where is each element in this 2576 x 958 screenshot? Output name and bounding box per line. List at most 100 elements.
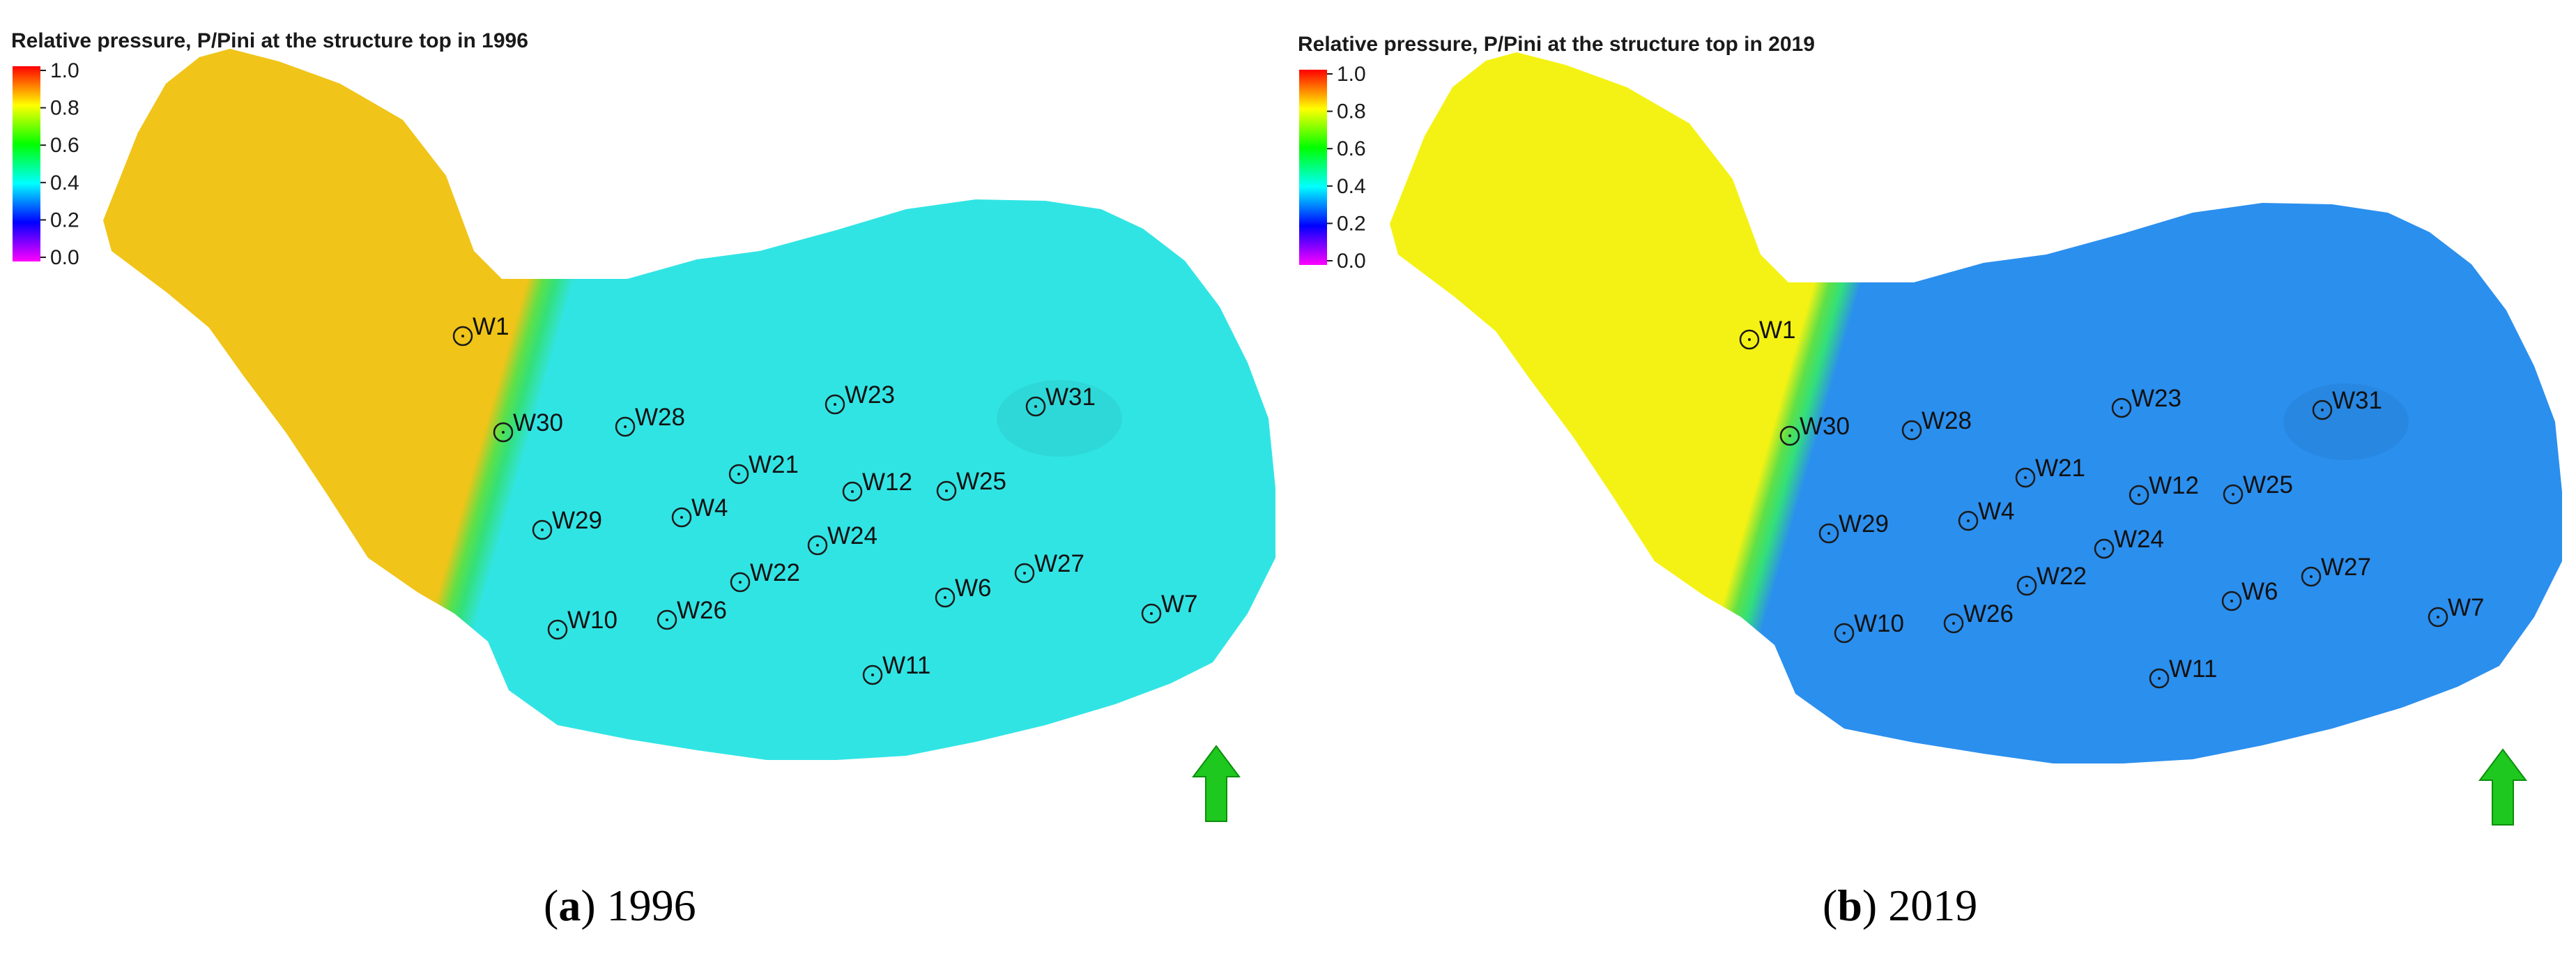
well-circle-icon: [2312, 400, 2333, 420]
legend-tick-label: 1.0: [1337, 63, 1366, 86]
well-marker: W22: [730, 559, 800, 593]
well-label: W4: [1978, 498, 2015, 525]
well-label: W29: [1839, 510, 1889, 538]
well-circle-icon: [730, 572, 751, 593]
well-label: W24: [827, 522, 877, 549]
well-marker: W31: [2312, 387, 2382, 420]
well-marker: W10: [547, 607, 618, 640]
well-circle-icon: [657, 609, 677, 630]
well-marker: W1: [1739, 317, 1796, 350]
well-circle-icon: [2223, 484, 2244, 505]
well-marker: W21: [728, 451, 799, 485]
well-label: W26: [1963, 600, 2014, 628]
well-marker: W28: [615, 404, 685, 437]
well-marker: W6: [935, 575, 992, 608]
well-marker: W6: [2221, 578, 2278, 611]
well-label: W10: [1854, 610, 1904, 637]
well-circle-icon: [532, 519, 553, 540]
well-circle-icon: [1025, 396, 1046, 417]
legend-tick-label: 0.0: [50, 246, 79, 269]
well-label: W6: [2241, 578, 2278, 605]
well-label: W7: [1161, 591, 1198, 618]
well-marker: W7: [2428, 594, 2485, 628]
well-marker: W31: [1025, 383, 1096, 417]
well-marker: W4: [1958, 498, 2015, 531]
well-circle-icon: [1739, 329, 1760, 350]
well-marker: W4: [671, 494, 728, 528]
well-label: W4: [691, 494, 728, 522]
well-marker: W24: [2094, 526, 2164, 559]
well-marker: W26: [1943, 600, 2014, 634]
well-label: W27: [2321, 554, 2371, 581]
well-label: W11: [2169, 655, 2217, 683]
well-circle-icon: [807, 535, 828, 556]
well-marker: W30: [493, 409, 563, 443]
well-circle-icon: [862, 664, 883, 685]
well-marker: W21: [2015, 455, 2085, 488]
well-circle-icon: [842, 481, 863, 502]
well-marker: W7: [1141, 591, 1198, 624]
well-circle-icon: [1943, 613, 1964, 634]
well-circle-icon: [2015, 467, 2036, 488]
well-label: W22: [750, 559, 800, 586]
low-pressure-zone: [2283, 383, 2409, 460]
well-label: W25: [2243, 471, 2293, 499]
well-marker: W12: [2129, 472, 2199, 505]
well-label: W12: [2149, 472, 2199, 499]
well-marker: W27: [2301, 554, 2371, 587]
legend-color-bar: [1299, 70, 1327, 265]
panel-title: Relative pressure, P/Pini at the structu…: [1298, 33, 1815, 56]
well-circle-icon: [1779, 425, 1800, 446]
legend-tick-label: 0.8: [50, 97, 79, 120]
well-marker: W29: [1818, 510, 1889, 544]
panel-title: Relative pressure, P/Pini at the structu…: [11, 29, 528, 52]
legend-tick-label: 0.8: [1337, 100, 1366, 123]
legend-tick-label: 0.6: [50, 134, 79, 157]
well-label: W23: [2131, 385, 2182, 412]
well-label: W31: [2332, 387, 2382, 414]
well-label: W12: [862, 469, 912, 496]
caption-a: (a) 1996: [544, 881, 696, 930]
well-circle-icon: [1901, 420, 1922, 441]
well-circle-icon: [2221, 591, 2242, 611]
well-label: W28: [1922, 407, 1972, 434]
well-circle-icon: [728, 464, 749, 485]
well-label: W23: [845, 381, 895, 409]
well-marker: W10: [1834, 610, 1904, 644]
well-label: W27: [1034, 550, 1084, 577]
well-label: W21: [749, 451, 799, 478]
well-label: W26: [677, 597, 727, 624]
well-label: W31: [1045, 383, 1096, 411]
well-label: W7: [2448, 594, 2485, 621]
well-circle-icon: [936, 480, 957, 501]
well-marker: W30: [1779, 413, 1850, 446]
well-label: W25: [956, 468, 1006, 495]
well-circle-icon: [452, 326, 473, 347]
legend-tick-label: 0.4: [50, 172, 79, 195]
well-label: W29: [552, 507, 602, 534]
map-panel-a: Relative pressure, P/Pini at the structu…: [11, 29, 1275, 822]
well-circle-icon: [935, 587, 956, 608]
well-label: W10: [567, 607, 618, 634]
well-label: W1: [1759, 317, 1796, 344]
well-marker: W12: [842, 469, 912, 502]
well-marker: W1: [452, 313, 509, 347]
well-circle-icon: [2111, 397, 2132, 418]
legend-tick-label: 0.4: [1337, 175, 1366, 198]
well-circle-icon: [2129, 485, 2149, 505]
caption-b: (b) 2019: [1823, 881, 1978, 930]
well-circle-icon: [2428, 607, 2448, 628]
well-marker: W24: [807, 522, 877, 556]
well-marker: W29: [532, 507, 602, 540]
well-circle-icon: [1834, 623, 1855, 644]
legend-tick-label: 0.6: [1337, 137, 1366, 160]
reservoir-pressure-field: [1390, 52, 2562, 763]
north-arrow-icon: [1192, 745, 1241, 822]
legend-tick-label: 0.2: [1337, 212, 1366, 235]
well-circle-icon: [2094, 538, 2115, 559]
well-marker: W23: [825, 381, 895, 415]
well-circle-icon: [1141, 603, 1162, 624]
well-circle-icon: [2016, 575, 2037, 596]
well-marker: W23: [2111, 385, 2182, 418]
